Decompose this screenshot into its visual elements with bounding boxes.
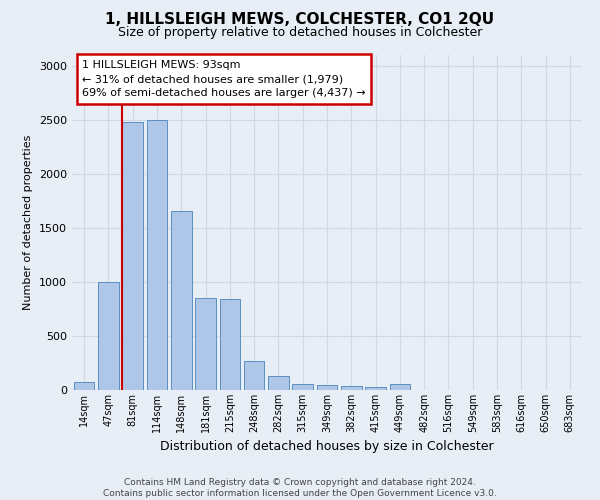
Bar [171,210,191,390]
Bar [74,382,94,390]
Bar [146,120,167,390]
Y-axis label: Number of detached properties: Number of detached properties [23,135,34,310]
Bar [365,387,386,390]
Text: 1 HILLSLEIGH MEWS: 93sqm
← 31% of detached houses are smaller (1,979)
69% of sem: 1 HILLSLEIGH MEWS: 93sqm ← 31% of detach… [82,60,366,98]
Bar [389,384,410,390]
Bar [244,362,265,390]
Bar [220,299,240,390]
Bar [292,384,313,390]
Text: 1, HILLSLEIGH MEWS, COLCHESTER, CO1 2QU: 1, HILLSLEIGH MEWS, COLCHESTER, CO1 2QU [106,12,494,28]
X-axis label: Distribution of detached houses by size in Colchester: Distribution of detached houses by size … [160,440,494,454]
Bar [341,386,362,390]
Bar [317,384,337,390]
Text: Size of property relative to detached houses in Colchester: Size of property relative to detached ho… [118,26,482,39]
Text: Contains HM Land Registry data © Crown copyright and database right 2024.
Contai: Contains HM Land Registry data © Crown c… [103,478,497,498]
Bar [122,122,143,390]
Bar [268,376,289,390]
Bar [98,282,119,390]
Bar [195,298,216,390]
